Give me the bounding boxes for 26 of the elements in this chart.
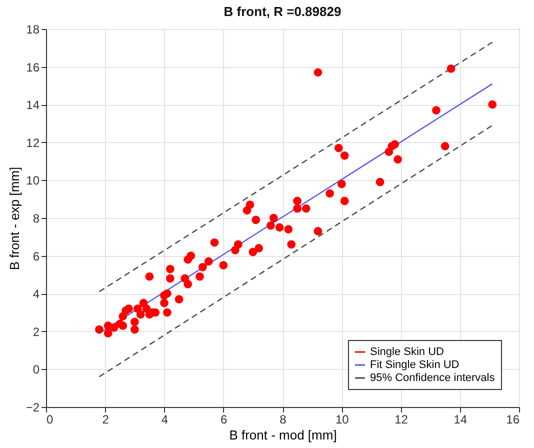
x-tick-label: 6 [220, 412, 228, 426]
y-tick-label: 8 [32, 212, 40, 226]
y-tick-label: 14 [26, 98, 40, 112]
legend-label: Fit Single Skin UD [370, 359, 460, 371]
y-tick-label: −2 [26, 400, 40, 414]
x-tick-label: 16 [506, 412, 520, 426]
y-tick-label: 16 [26, 60, 40, 74]
y-tick-label: 4 [32, 287, 40, 302]
y-tick-label: 10 [26, 174, 40, 188]
x-tick-label: 14 [454, 412, 468, 426]
x-tick-label: 2 [102, 412, 110, 426]
legend-label: Single Skin UD [370, 346, 444, 358]
y-tick-label: 0 [32, 362, 40, 377]
y-tick-label: 6 [32, 249, 40, 264]
y-tick-label: 18 [26, 22, 40, 36]
chart-title: B front, R =0.89829 [224, 4, 342, 19]
legend-label: 95% Confidence intervals [370, 372, 496, 384]
x-tick-label: 8 [280, 412, 287, 426]
x-tick-label: 12 [394, 412, 408, 426]
x-tick-label: 10 [335, 412, 350, 426]
y-tick-label: 12 [26, 136, 40, 150]
y-axis-title: B front - exp [mm] [6, 166, 22, 270]
y-tick-label: 2 [32, 324, 40, 339]
x-tick-label: 4 [161, 412, 168, 426]
x-axis-title: B front - mod [mm] [229, 428, 337, 442]
x-tick-label: 0 [46, 412, 54, 426]
